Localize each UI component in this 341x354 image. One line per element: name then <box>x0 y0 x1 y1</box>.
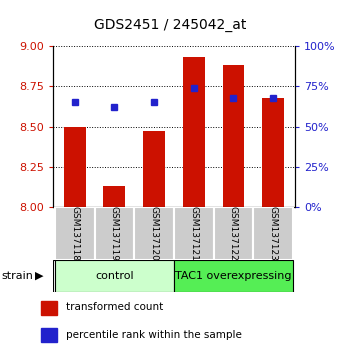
Text: TAC1 overexpressing: TAC1 overexpressing <box>175 271 292 281</box>
Bar <box>262 98 284 207</box>
Text: GDS2451 / 245042_at: GDS2451 / 245042_at <box>94 18 247 32</box>
Bar <box>253 207 293 260</box>
Bar <box>213 207 253 260</box>
Text: GSM137121: GSM137121 <box>189 206 198 261</box>
Bar <box>134 207 174 260</box>
Text: GSM137123: GSM137123 <box>269 206 278 261</box>
Bar <box>174 207 213 260</box>
Bar <box>41 301 57 315</box>
Bar <box>223 65 244 207</box>
Text: control: control <box>95 271 134 281</box>
Text: ▶: ▶ <box>35 271 43 281</box>
Text: transformed count: transformed count <box>66 302 163 312</box>
Text: percentile rank within the sample: percentile rank within the sample <box>66 330 242 339</box>
Bar <box>174 260 293 292</box>
Bar <box>41 328 57 342</box>
Text: GSM137120: GSM137120 <box>150 206 159 261</box>
Text: GSM137119: GSM137119 <box>110 206 119 261</box>
Bar <box>103 186 125 207</box>
Text: GSM137118: GSM137118 <box>70 206 79 261</box>
Text: GSM137122: GSM137122 <box>229 206 238 261</box>
Bar <box>183 57 205 207</box>
Bar <box>143 131 165 207</box>
Bar <box>64 126 86 207</box>
Bar <box>94 207 134 260</box>
Bar <box>55 260 174 292</box>
Text: strain: strain <box>2 271 33 281</box>
Bar <box>55 207 94 260</box>
